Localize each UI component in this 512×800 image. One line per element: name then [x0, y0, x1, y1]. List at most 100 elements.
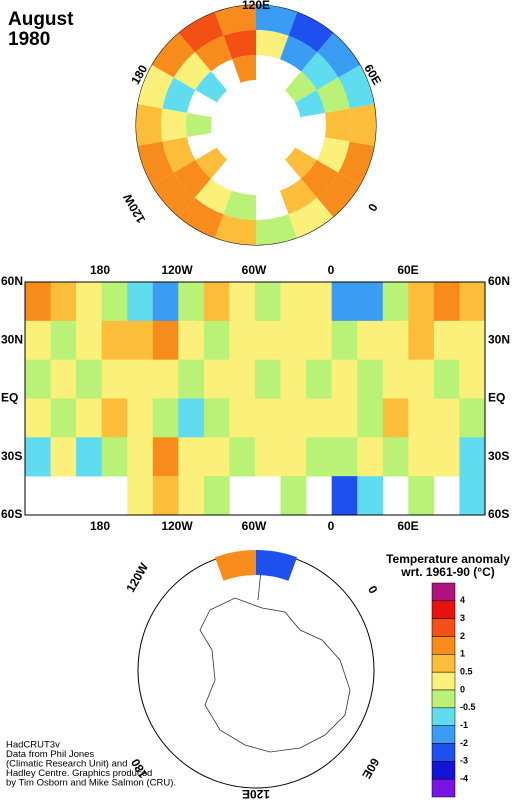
grid-cell	[178, 437, 205, 477]
grid-cell	[255, 359, 281, 399]
grid-cell	[459, 398, 486, 438]
grid-cell	[214, 5, 256, 36]
legend-swatch	[431, 761, 456, 780]
polar-label: 120W	[120, 191, 148, 226]
grid-cell	[25, 320, 51, 360]
legend-label: 0.5	[460, 667, 473, 677]
legend-swatch	[431, 671, 456, 691]
grid-cell	[101, 359, 128, 399]
grid-cell	[127, 476, 154, 516]
grid-cell	[50, 359, 77, 399]
grid-cell	[186, 112, 212, 138]
grid-cell	[280, 398, 307, 438]
grid-cell	[357, 398, 384, 438]
grid-cell	[101, 320, 128, 360]
grid-cell	[284, 147, 317, 179]
grid-cell	[152, 398, 179, 438]
grid-cell	[306, 359, 332, 399]
lon-label: 60W	[242, 519, 267, 533]
grid-cell	[338, 65, 375, 109]
grid-cell	[255, 282, 281, 322]
grid-cell	[255, 437, 281, 477]
grid-cell	[101, 398, 128, 438]
grid-cell	[162, 77, 196, 113]
grid-cell	[433, 398, 460, 438]
grid-cell	[382, 398, 409, 438]
grid-cell	[331, 359, 358, 399]
polar-label: 60E	[359, 756, 382, 781]
grid-cell	[280, 282, 307, 322]
grid-cell	[25, 359, 51, 399]
grid-cell	[76, 437, 102, 477]
grid-cell	[178, 197, 224, 238]
grid-cell	[306, 437, 332, 477]
grid-cell	[203, 398, 230, 438]
grid-cell	[152, 172, 195, 217]
grid-cell	[127, 437, 154, 477]
antarctica-outline	[199, 559, 351, 753]
grid-cell	[194, 178, 233, 215]
legend-swatch	[431, 582, 456, 602]
grid-cell	[317, 172, 360, 217]
grid-cell	[284, 71, 317, 103]
grid-cell	[357, 359, 384, 399]
lat-label: 30S	[488, 449, 509, 463]
grid-cell	[152, 33, 195, 78]
map-frame	[24, 281, 486, 516]
grid-cell	[382, 282, 409, 322]
grid-cell	[459, 320, 486, 360]
grid-cell	[300, 52, 339, 90]
grid-cell	[76, 320, 102, 360]
grid-cell	[223, 30, 256, 60]
grid-cell	[256, 214, 298, 245]
grid-cell	[331, 437, 358, 477]
legend-swatch	[431, 725, 456, 744]
grid-cell	[50, 398, 77, 438]
credit-line: by Tim Osborn and Mike Salmon (CRU).	[6, 778, 176, 789]
legend-swatch	[431, 707, 456, 726]
grid-cell	[25, 282, 51, 322]
grid-cell	[173, 160, 212, 198]
grid-cell	[408, 437, 435, 477]
grid-cell	[50, 320, 77, 360]
grid-cell	[459, 282, 486, 322]
grid-cell	[306, 320, 332, 360]
grid-cell	[203, 476, 230, 516]
grid-cell	[433, 437, 460, 477]
grid-cell	[382, 437, 409, 477]
grid-cell	[306, 398, 332, 438]
polar-label: 120E	[242, 0, 270, 12]
grid-cell	[229, 437, 256, 477]
grid-cell	[152, 476, 179, 516]
legend-label: 3	[460, 613, 465, 623]
credit-line: HadCRUT3v	[6, 740, 60, 751]
grid-cell	[127, 282, 154, 322]
grid-cell	[178, 359, 205, 399]
lat-label: 30S	[1, 449, 22, 463]
grid-cell	[459, 359, 486, 399]
lat-label: 30N	[488, 332, 510, 346]
grid-cell	[195, 147, 228, 179]
title: August	[8, 9, 74, 30]
grid-cell	[459, 437, 486, 477]
grid-cell	[152, 282, 179, 322]
polar-label: 0	[365, 583, 381, 596]
legend-label: -2	[460, 738, 468, 748]
grid-cell	[255, 320, 281, 360]
grid-cell	[152, 437, 179, 477]
grid-cell	[255, 398, 281, 438]
legend-label: -0.5	[460, 702, 476, 712]
grid-cell	[357, 437, 384, 477]
grid-cell	[256, 30, 289, 60]
grid-cell	[76, 282, 102, 322]
grid-cell	[137, 141, 174, 185]
polar-label: 120W	[123, 560, 151, 595]
legend-label: -3	[460, 756, 468, 766]
title: 1980	[8, 29, 50, 50]
grid-cell	[25, 398, 51, 438]
lon-label: 60E	[397, 263, 418, 277]
grid-cell	[214, 214, 256, 245]
grid-cell	[331, 398, 358, 438]
polar-label: 0	[365, 201, 381, 214]
grid-cell	[178, 476, 205, 516]
